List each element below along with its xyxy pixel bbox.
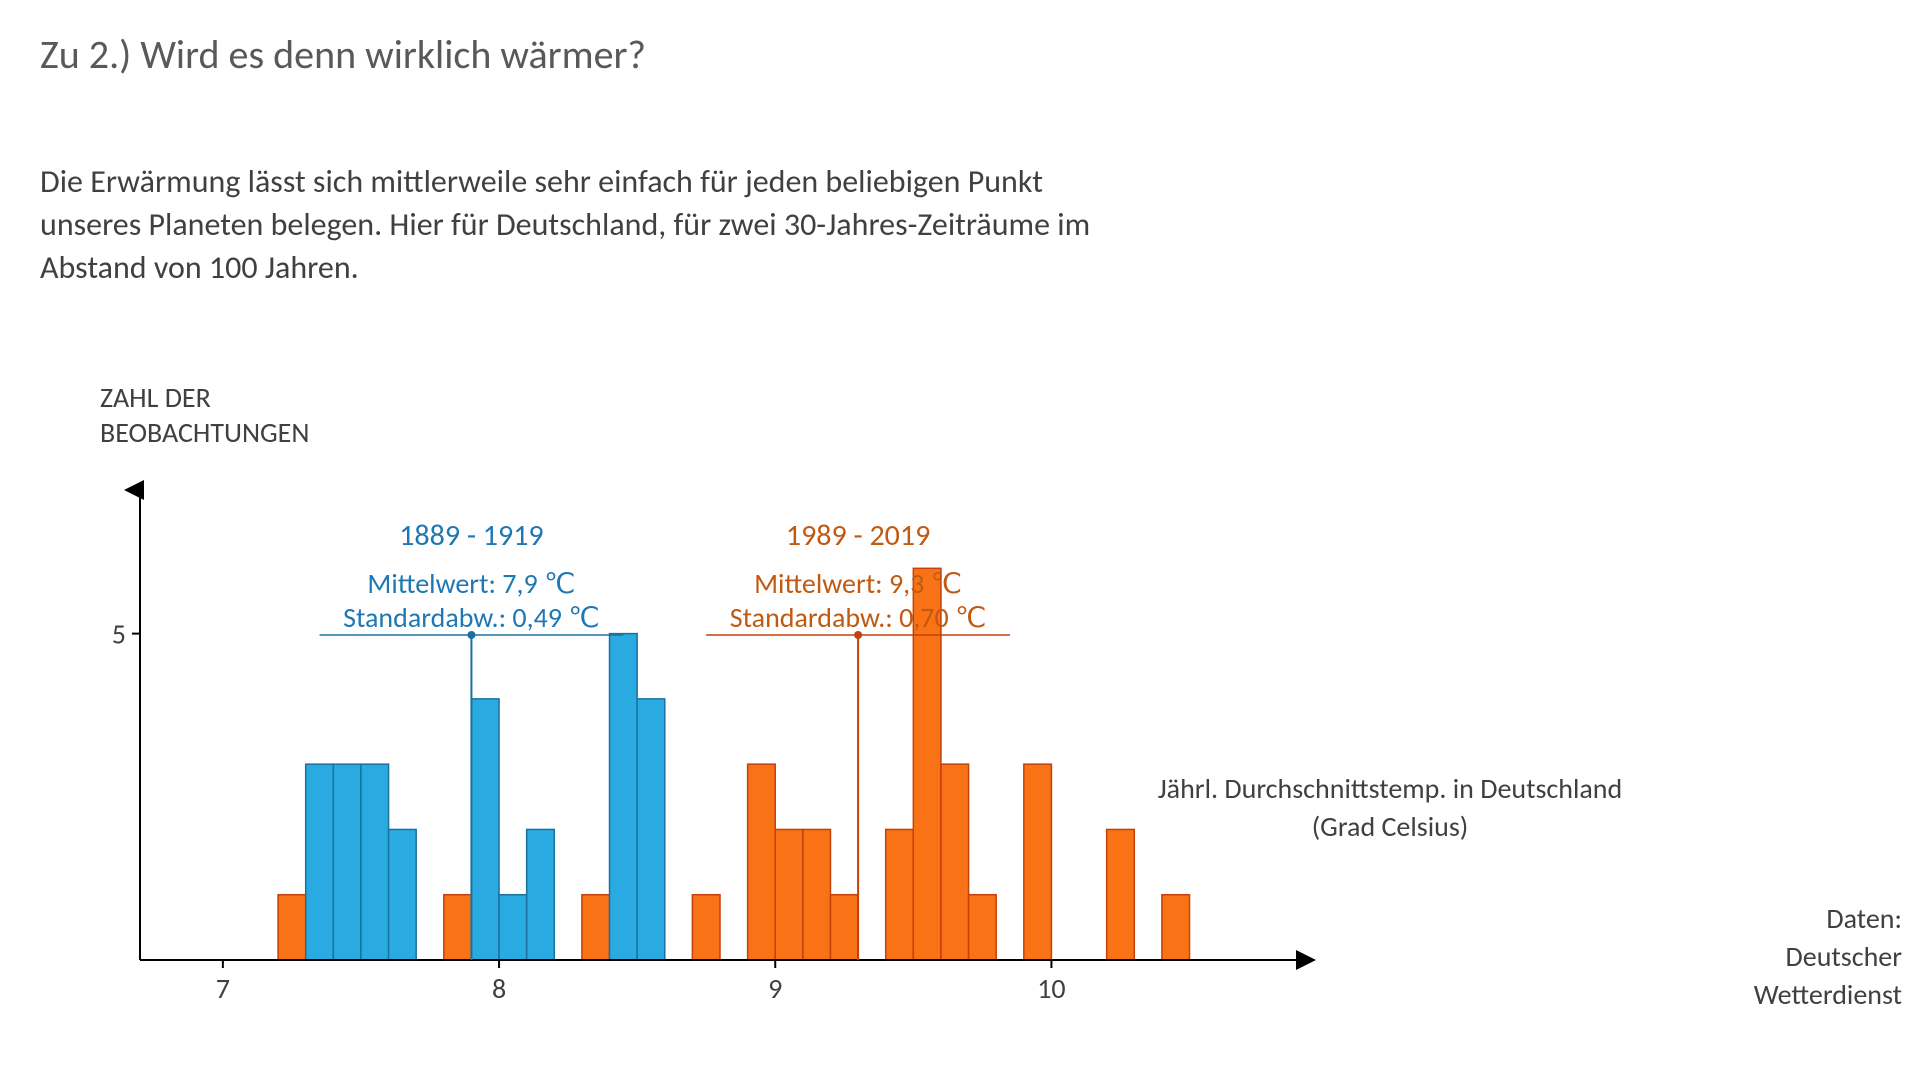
data-source-text: Daten:DeutscherWetterdienst [1754,901,1902,1012]
bar-orange [748,764,776,960]
series-blue-period-label: 1889 - 1919 [399,517,543,554]
x-tick-label: 7 [216,971,230,1006]
bar-orange [444,895,472,960]
page-title: Zu 2.) Wird es denn wirklich wärmer? [40,30,646,79]
bar-blue [361,764,389,960]
histogram-chart: 5789101889 - 1919Mittelwert: 7,9 ℃Standa… [100,460,1400,1020]
x-tick-label: 10 [1037,971,1065,1006]
y-tick-label: 5 [112,617,126,652]
chart-svg: 5789101889 - 1919Mittelwert: 7,9 ℃Standa… [100,460,1400,1020]
data-source: Daten:DeutscherWetterdienst [1754,900,1902,1013]
series-blue-mean-label: Mittelwert: 7,9 ℃ [367,566,575,601]
subtitle-text: Die Erwärmung lässt sich mittlerweile se… [40,160,1140,290]
bar-blue [471,699,499,960]
x-tick-label: 9 [768,971,782,1006]
bar-orange [278,895,306,960]
series-blue-std-label: Standardabw.: 0,49 ℃ [343,600,600,635]
x-tick-label: 8 [492,971,506,1006]
series-orange-period-label: 1989 - 2019 [786,517,930,554]
bar-orange [969,895,997,960]
bar-blue [389,829,417,960]
series-orange-std-label: Standardabw.: 0,70 ℃ [730,600,987,635]
bar-orange [803,829,831,960]
bar-orange [941,764,969,960]
bar-orange [886,829,914,960]
y-axis-title: ZAHL DERBEOBACHTUNGEN [100,380,309,450]
bar-blue [637,699,665,960]
bar-blue [610,634,638,960]
bar-blue [306,764,334,960]
bar-blue [333,764,361,960]
x-axis-title-text: Jährl. Durchschnittstemp. in Deutschland… [1158,771,1622,844]
bar-orange [830,895,858,960]
bar-orange [1024,764,1052,960]
x-axis-title: Jährl. Durchschnittstemp. in Deutschland… [1150,770,1630,846]
bar-orange [1162,895,1190,960]
bar-orange [582,895,610,960]
bar-blue [499,895,527,960]
bar-blue [527,829,555,960]
bar-orange [775,829,803,960]
bar-orange [692,895,720,960]
bar-orange [1107,829,1135,960]
y-axis-title-text: ZAHL DERBEOBACHTUNGEN [100,380,309,450]
slide: Zu 2.) Wird es denn wirklich wärmer? Die… [0,0,1922,1082]
series-orange-mean-label: Mittelwert: 9,3 ℃ [754,566,962,601]
